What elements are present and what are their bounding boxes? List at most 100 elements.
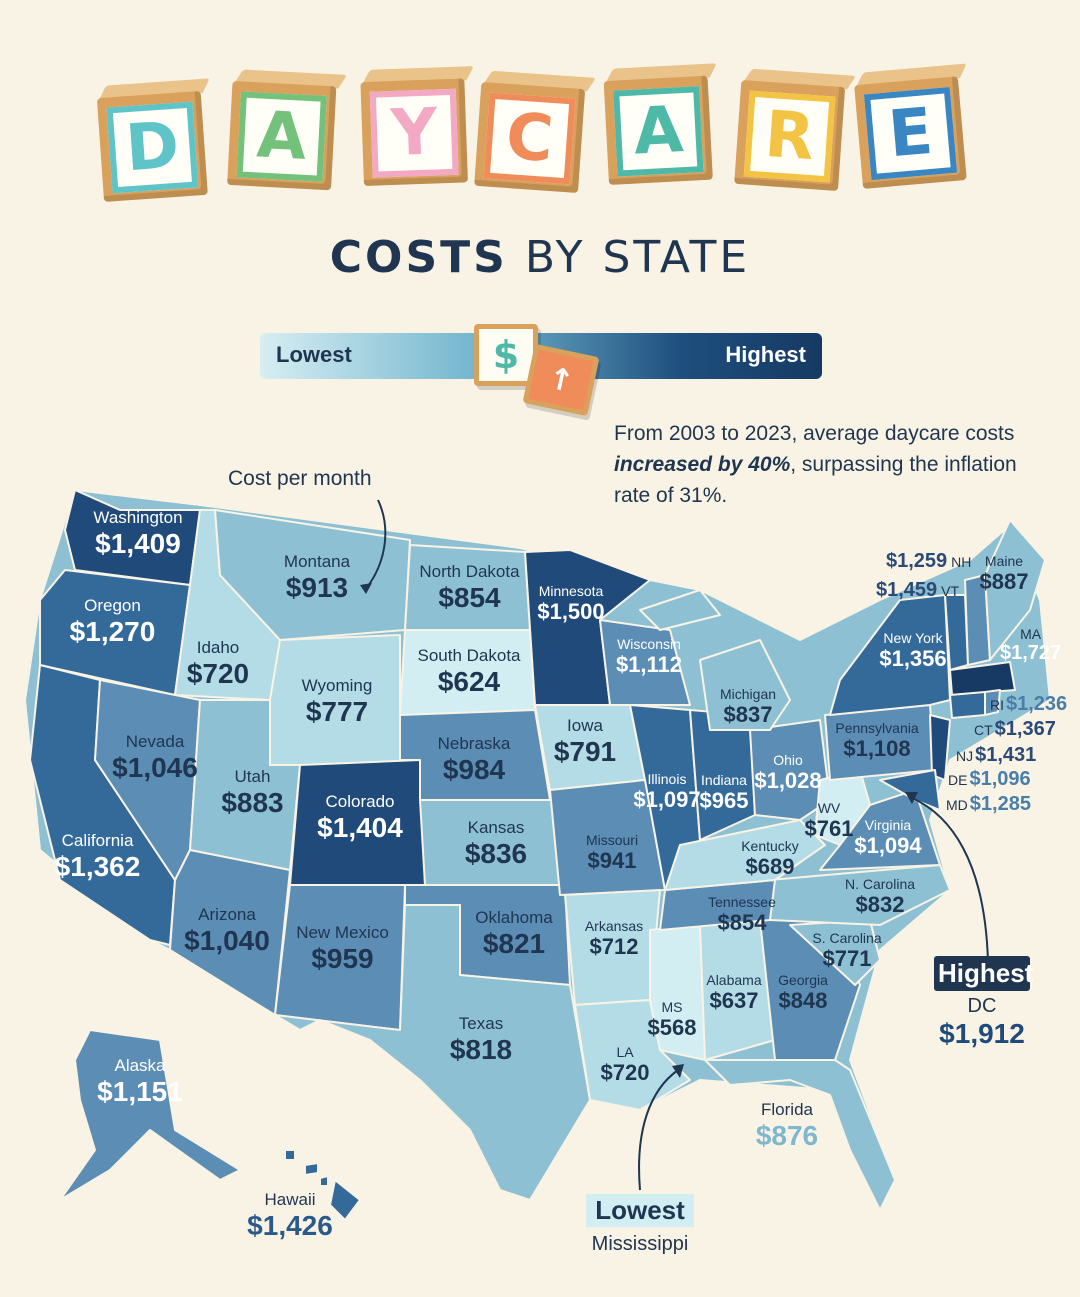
state-cost: $1,362 <box>54 851 141 882</box>
state-label-arkansas: Arkansas $712 <box>574 918 654 960</box>
state-label-washington: Washington $1,409 <box>78 508 198 560</box>
state-nj <box>929 714 951 781</box>
state-label-alaska: Alaska $1,151 <box>90 1056 190 1108</box>
state-hawaii <box>329 1179 361 1221</box>
state-alaska <box>59 1029 241 1201</box>
state-name: Maine <box>984 553 1024 569</box>
state-name: New York <box>883 630 943 646</box>
state-cost: $637 <box>709 988 759 1013</box>
ne-state-name: DE <box>948 772 968 788</box>
state-name: Arizona <box>198 905 256 924</box>
state-cost: $689 <box>745 854 795 879</box>
state-name: Tennessee <box>708 894 776 910</box>
state-label-oklahoma: Oklahoma $821 <box>464 908 564 960</box>
state-label-pennsylvania: Pennsylvania $1,108 <box>826 720 928 762</box>
ne-state-cost: $1,236 <box>1006 693 1068 715</box>
ne-state-cost: $1,727 <box>1000 642 1062 664</box>
state-cost: $959 <box>311 943 374 974</box>
state-label-texas: Texas $818 <box>426 1014 536 1066</box>
state-label-illinois: Illinois $1,097 <box>630 771 704 813</box>
cost-arrow <box>364 499 387 591</box>
ne-state-name: RI <box>990 697 1004 713</box>
state-cost: $1,094 <box>854 833 922 858</box>
state-name: Nebraska <box>437 734 511 753</box>
state-name: South Dakota <box>417 646 521 665</box>
state-cost: $887 <box>979 569 1029 594</box>
state-name: Illinois <box>647 771 687 787</box>
state-md <box>879 769 941 811</box>
state-cost: $1,404 <box>317 812 403 843</box>
state-label-kentucky: Kentucky $689 <box>732 838 808 880</box>
state-cost: $771 <box>822 946 872 971</box>
state-label-california: California $1,362 <box>40 831 155 883</box>
state-label-utah: Utah $883 <box>200 767 305 819</box>
state-label-wv: WV $761 <box>800 800 858 842</box>
state-cost: $854 <box>717 910 767 935</box>
state-label-virginia: Virginia $1,094 <box>848 817 928 859</box>
state-montana <box>214 509 411 641</box>
state-label-georgia: Georgia $848 <box>770 972 836 1014</box>
state-name: N. Carolina <box>844 876 916 892</box>
state-label-oregon: Oregon $1,270 <box>50 596 175 648</box>
state-label-wisconsin: Wisconsin $1,112 <box>606 636 692 678</box>
state-label-south-dakota: South Dakota $624 <box>410 646 528 698</box>
state-maine <box>984 519 1046 661</box>
state-cost: $712 <box>589 934 639 959</box>
state-name: Colorado <box>325 792 395 811</box>
state-label-tennessee: Tennessee $854 <box>700 894 784 936</box>
state-name: Montana <box>283 552 351 571</box>
state-cost: $837 <box>723 702 773 727</box>
lowest-callout: Lowest Mississippi <box>586 1194 694 1256</box>
state-cost: $1,500 <box>537 599 605 624</box>
state-label-kansas: Kansas $836 <box>448 818 544 870</box>
state-cost: $1,426 <box>247 1210 333 1241</box>
state-cost: $624 <box>437 666 501 697</box>
state-name: S. Carolina <box>812 930 882 946</box>
state-cost: $821 <box>482 928 546 959</box>
state-label-new-mexico: New Mexico $959 <box>285 923 400 975</box>
state-name: Arkansas <box>584 918 644 934</box>
state-label-ohio: Ohio $1,028 <box>752 752 824 794</box>
state-cost: $854 <box>438 582 501 613</box>
state-kentucky <box>664 819 826 891</box>
state-ma <box>949 661 1016 696</box>
state-label-ms: MS $568 <box>640 999 704 1041</box>
state-label-maine: Maine $887 <box>976 553 1032 595</box>
state-name: New Mexico <box>296 923 389 942</box>
dollar-block-icon: $ <box>474 324 538 386</box>
state-label-indiana: Indiana $965 <box>696 772 752 814</box>
ne-label-de: DE $1,096 <box>948 768 1031 791</box>
state-name: LA <box>616 1044 634 1060</box>
state-name: Nevada <box>125 732 185 751</box>
state-cost: $1,356 <box>879 646 947 671</box>
state-name: Utah <box>234 767 271 786</box>
state-cost: $1,040 <box>184 925 270 956</box>
state-name: Oklahoma <box>475 908 553 927</box>
ne-state-cost: $1,459 <box>876 579 938 601</box>
state-cost: $791 <box>553 736 617 767</box>
state-name: Pennsylvania <box>835 720 919 736</box>
state-name: Virginia <box>864 817 912 833</box>
ne-label-md: MD $1,285 <box>946 793 1031 816</box>
highest-callout: Highest DC $1,912 <box>934 956 1033 1050</box>
state-cost: $848 <box>778 988 828 1013</box>
ne-state-name: NH <box>951 554 972 570</box>
state-name: Kentucky <box>741 838 799 854</box>
state-name: Oregon <box>84 596 141 615</box>
state-name: California <box>61 831 134 850</box>
state-name: Alaska <box>114 1056 166 1075</box>
state-cost: $720 <box>186 658 250 689</box>
state-name: Florida <box>761 1100 813 1119</box>
state-cost: $720 <box>600 1060 650 1085</box>
state-name: Wisconsin <box>617 636 681 652</box>
ne-state-cost: $1,096 <box>969 768 1031 790</box>
state-name: Georgia <box>778 972 828 988</box>
ne-label-nh: $1,259 NH <box>886 550 971 573</box>
state-name: North Dakota <box>419 562 520 581</box>
state-cost: $761 <box>804 816 854 841</box>
state-name: WV <box>817 800 841 816</box>
state-name: Alabama <box>706 972 762 988</box>
state-michigan-up <box>639 589 721 631</box>
subtitle: COSTS BY STATE <box>329 232 751 283</box>
